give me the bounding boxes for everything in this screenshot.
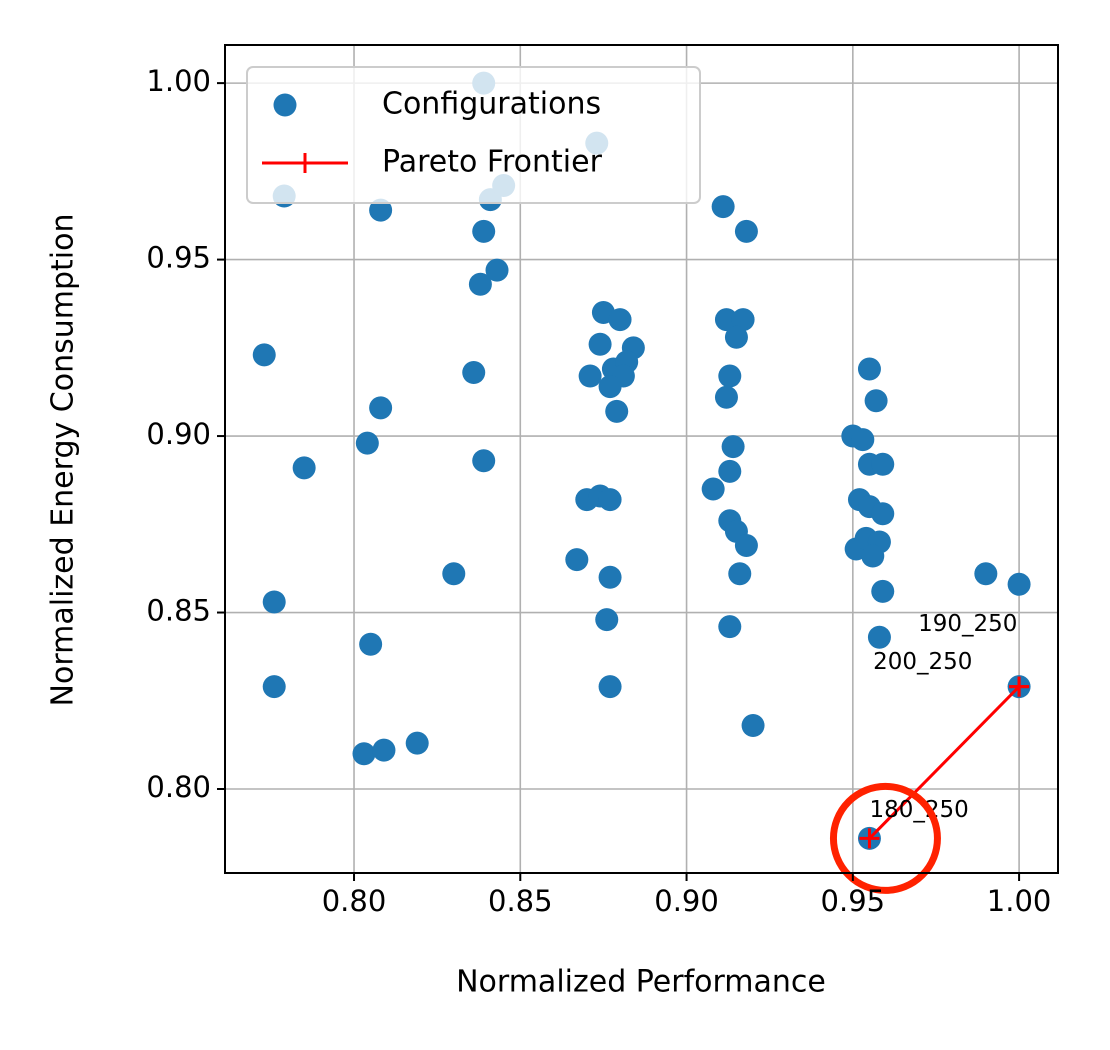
scatter-point (734, 533, 758, 557)
scatter-point (711, 195, 735, 219)
legend-marker (273, 93, 297, 117)
scatter-point (1007, 572, 1031, 596)
highlight-circle (829, 782, 941, 894)
scatter-point (565, 548, 589, 572)
scatter-point (871, 452, 895, 476)
scatter-point (851, 428, 875, 452)
scatter-point (728, 562, 752, 586)
scatter-point (608, 308, 632, 332)
scatter-point (721, 435, 745, 459)
y-axis-label: Normalized Energy Consumption (46, 214, 81, 707)
scatter-point (352, 742, 376, 766)
plot-frame (224, 44, 1059, 874)
point-annotation: 190_250 (918, 611, 1017, 637)
x-tick-label: 0.85 (488, 884, 553, 918)
scatter-point (472, 219, 496, 243)
scatter-point (472, 449, 496, 473)
x-axis-label: Normalized Performance (456, 965, 826, 1000)
scatter-point (871, 502, 895, 526)
scatter-point (864, 389, 888, 413)
y-tick-label: 0.95 (146, 241, 211, 275)
legend: Configurations Pareto Frontier (246, 66, 701, 204)
scatter-point (252, 343, 276, 367)
scatter-point (714, 308, 738, 332)
scatter-point (292, 456, 316, 480)
scatter-point (588, 332, 612, 356)
scatter-point (861, 544, 885, 568)
scatter-point (355, 431, 379, 455)
y-tick-label: 0.80 (146, 770, 211, 804)
scatter-point (485, 258, 509, 282)
scatter-point (598, 675, 622, 699)
scatter-point (718, 459, 742, 483)
legend-label: Pareto Frontier (382, 145, 603, 180)
scatter-point (731, 308, 755, 332)
scatter-point (714, 385, 738, 409)
scatter-point (405, 731, 429, 755)
scatter-point (442, 562, 466, 586)
scatter-point (595, 608, 619, 632)
scatter-point (734, 219, 758, 243)
scatter-point (718, 615, 742, 639)
legend-box (246, 66, 701, 204)
scatter-point (724, 325, 748, 349)
scatter-point (857, 357, 881, 381)
pareto-marker (859, 828, 880, 849)
point-annotation: 200_250 (873, 649, 972, 675)
y-tick-label: 0.85 (146, 594, 211, 628)
y-tick-label: 1.00 (146, 64, 211, 98)
pareto-marker (1009, 676, 1030, 697)
scatter-point (871, 579, 895, 603)
x-tick-label: 0.90 (654, 884, 719, 918)
scatter-point (369, 198, 393, 222)
scatter-point (578, 364, 602, 388)
scatter-point (359, 632, 383, 656)
scatter-point (598, 375, 622, 399)
scatter-point (369, 396, 393, 420)
scatter-point (718, 364, 742, 388)
scatter-point (468, 272, 492, 296)
x-tick-label: 0.95 (821, 884, 886, 918)
legend-label: Configurations (382, 87, 601, 122)
pareto-line (868, 685, 1021, 840)
legend-marker (295, 153, 315, 173)
scatter-point (598, 565, 622, 589)
scatter-point (262, 590, 286, 614)
x-tick-label: 0.80 (322, 884, 387, 918)
scatter-point (605, 399, 629, 423)
scatter-point (462, 361, 486, 385)
scatter-point (262, 675, 286, 699)
scatter-point (372, 738, 396, 762)
scatter-point (701, 477, 725, 501)
scatter-point (598, 488, 622, 512)
scatter-point (867, 625, 891, 649)
y-tick-label: 0.90 (146, 417, 211, 451)
scatter-point (741, 713, 765, 737)
scatter-point (974, 562, 998, 586)
x-tick-label: 1.00 (987, 884, 1052, 918)
